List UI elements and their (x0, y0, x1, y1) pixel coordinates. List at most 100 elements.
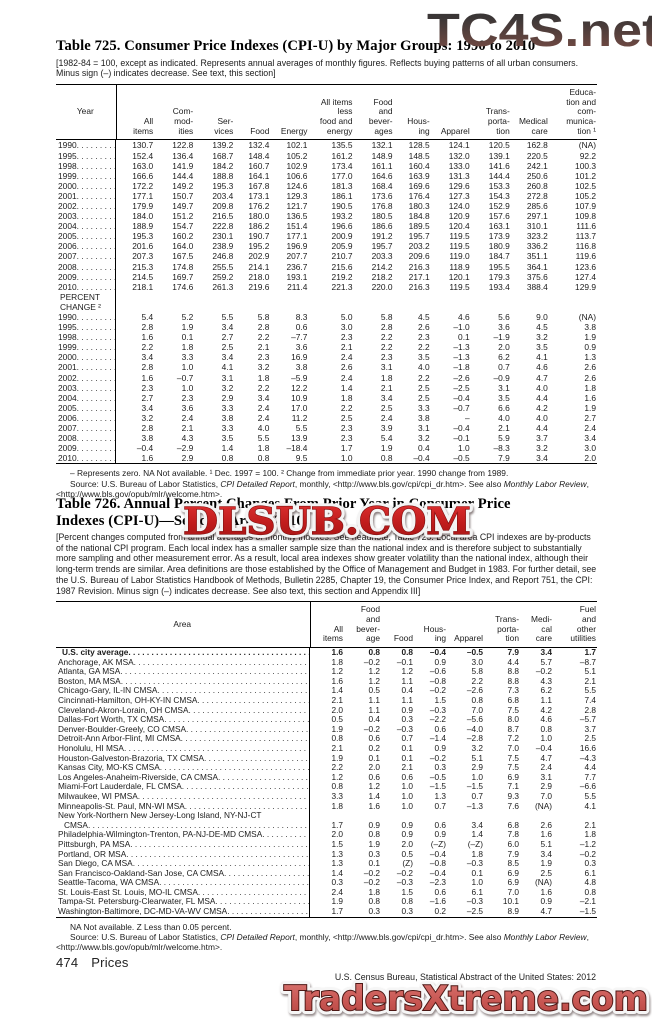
value-cell: 113.7 (575, 231, 596, 242)
dot-leader: . . . . . . . . . . . . . . . . . . . . … (159, 878, 309, 888)
value-cell: 129.3 (286, 190, 308, 201)
value-cell: 246.8 (212, 251, 234, 262)
value-cell: 180.0 (248, 211, 270, 222)
row-label: Cleveland-Akron-Lorain, OH CMSA . . . . … (56, 705, 310, 716)
row-label-text: Los Angeles-Anaheim-Riverside, CA CMSA (58, 772, 219, 782)
table-726-source: Source: U.S. Bureau of Labor Statistics,… (56, 932, 597, 952)
dot-leader: . . . . . . . . . . . . . . . . . . . . … (120, 676, 309, 686)
value-cell: 186.1 (331, 190, 353, 201)
value-cell: 2.0 (498, 342, 510, 353)
value-cell: 9.5 (295, 453, 308, 464)
row-label: Tampa-St. Petersburg-Clearwater, FL MSA … (56, 897, 310, 908)
value-cell: –5.9 (291, 372, 308, 383)
value-cell: 111.6 (576, 221, 596, 232)
value-cell: 0.9 (401, 819, 413, 830)
section-name: Prices (91, 955, 129, 970)
table-row: Cleveland-Akron-Lorain, OH CMSA . . . . … (56, 705, 597, 716)
value-cell: 124.0 (448, 200, 470, 211)
value-cell: 4.4 (584, 762, 596, 773)
value-cell: 0.9 (584, 342, 596, 353)
value-cell: 2.4 (331, 886, 343, 897)
table-row: 1999 . . . . . . . . . . . . . . . . . .… (56, 342, 597, 353)
column-header: Apparel (447, 601, 484, 649)
row-label: 2003 . . . . . . . . . . . . . . . . . .… (56, 382, 117, 393)
value-cell: 5.0 (340, 312, 353, 323)
value-cell: 7.0 (507, 886, 519, 897)
value-cell: 255.5 (212, 261, 234, 272)
value-cell: 2.2 (257, 332, 270, 343)
value-cell: 0.9 (434, 656, 446, 667)
value-cell: –0.3 (466, 896, 483, 907)
value-cell: –0.4 (413, 453, 430, 464)
value-cell: –1.8 (453, 362, 470, 373)
row-label-text: Chicago-Gary, IL-IN CMSA (58, 686, 158, 696)
value-cell: 0.8 (584, 886, 596, 897)
row-label: Atlanta, GA MSA . . . . . . . . . . . . … (56, 667, 310, 677)
value-cell: 2.6 (417, 322, 430, 333)
dot-leader: . . . . . . . . . . . . . . . . . . . . … (76, 332, 115, 343)
value-cell: 120.4 (448, 221, 470, 232)
value-cell: 4.0 (417, 362, 430, 373)
value-cell: 195.7 (371, 241, 393, 252)
value-cell: 215.6 (331, 261, 353, 272)
table-row: Los Angeles-Anaheim-Riverside, CA CMSA .… (56, 771, 597, 783)
table-row: Milwaukee, WI PMSA . . . . . . . . . . .… (56, 791, 597, 802)
dot-leader: . . . . . . . . . . . . . . . . . . . . … (197, 887, 309, 897)
source-publication: Monthly Labor Review (503, 478, 587, 489)
column-header: Year (56, 84, 117, 141)
row-label-text: Kansas City, MO-KS CMSA (58, 763, 160, 773)
value-cell: 164.1 (248, 170, 270, 181)
value-cell: 0.1 (401, 752, 413, 763)
value-cell: 160.2 (172, 231, 194, 242)
value-cell: 2.3 (181, 392, 194, 403)
value-cell: 210.7 (331, 251, 353, 262)
value-cell: 3.3 (221, 402, 234, 413)
value-cell: –8.3 (493, 443, 510, 454)
value-cell: 1.3 (584, 352, 596, 363)
value-cell (354, 292, 394, 312)
section-label-row: PERCENT CHANGE ² (56, 291, 597, 313)
dot-leader: . . . . . . . . . . . . . . . . . . . . … (120, 667, 309, 677)
value-cell: 261.3 (212, 281, 234, 292)
value-cell: 310.1 (526, 221, 548, 232)
value-cell: 184.0 (132, 211, 154, 222)
value-cell: 0.8 (257, 453, 270, 464)
value-cell: 0.6 (295, 322, 308, 333)
column-header: Medi- cal care (520, 601, 553, 649)
value-cell: 1.0 (340, 453, 353, 464)
table-725-section: Table 725. Consumer Price Indexes (CPI-U… (56, 38, 597, 499)
value-cell: 2.4 (257, 412, 270, 423)
value-cell: 2.5 (584, 733, 596, 744)
value-cell: 0.5 (331, 714, 343, 725)
value-cell: 1.3 (331, 848, 343, 859)
row-label: Los Angeles-Anaheim-Riverside, CA CMSA .… (56, 772, 310, 783)
row-label-text: 1990 (58, 140, 77, 151)
value-cell: 1.9 (540, 858, 552, 869)
value-cell: 5.4 (380, 433, 393, 444)
value-cell: 1.6 (540, 886, 552, 897)
value-cell: 209.6 (408, 251, 430, 262)
row-label-text: 2003 (58, 382, 77, 393)
value-cell: 1.6 (540, 829, 552, 840)
row-label: 2006 . . . . . . . . . . . . . . . . . .… (56, 412, 117, 424)
value-cell: 3.2 (221, 382, 234, 393)
table-row: 2009 . . . . . . . . . . . . . . . . . .… (56, 271, 597, 282)
table-row: Washington-Baltimore, DC-MD-VA-WV CMSA .… (56, 906, 597, 917)
value-cell: 1.0 (471, 771, 483, 782)
value-cell: 169.6 (408, 180, 430, 191)
value-cell: 3.6 (181, 402, 194, 413)
value-cell: –0.2 (363, 877, 380, 888)
value-cell: 3.4 (471, 819, 483, 830)
dot-leader: . . . . . . . . . . . . . . . . . . . . … (76, 362, 115, 373)
value-cell: 176.4 (408, 190, 430, 201)
row-label: Washington-Baltimore, DC-MD-VA-WV CMSA .… (56, 907, 310, 917)
row-label-text: 1998 (58, 160, 77, 171)
value-cell: 0.8 (401, 896, 413, 907)
value-cell: 1.8 (331, 656, 343, 667)
row-label: 2000 . . . . . . . . . . . . . . . . . .… (56, 180, 117, 191)
row-label: Seattle-Tacoma, WA CMSA . . . . . . . . … (56, 878, 310, 888)
column-header: Apparel (430, 84, 471, 141)
value-cell: 3.3 (181, 352, 194, 363)
value-cell: 230.1 (212, 231, 234, 242)
dot-leader: . . . . . . . . . . . . . . . . . . . . … (76, 453, 115, 464)
